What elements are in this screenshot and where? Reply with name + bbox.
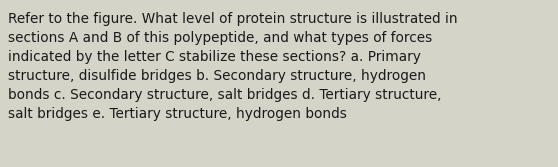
Text: Refer to the figure. What level of protein structure is illustrated in
sections : Refer to the figure. What level of prote… xyxy=(8,12,458,121)
